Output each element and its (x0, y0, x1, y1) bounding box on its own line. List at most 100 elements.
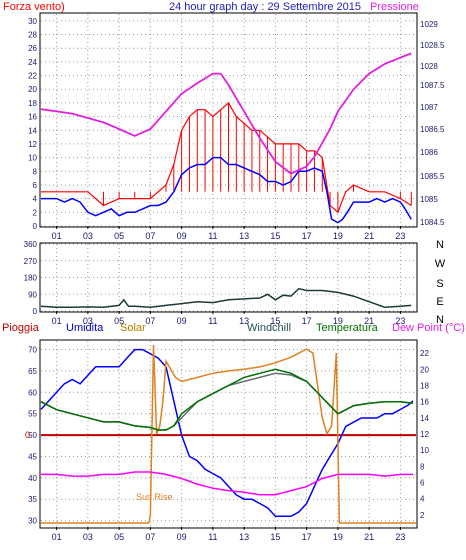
right-tick-label: 1085.5 (420, 172, 445, 181)
panel1-right-ticks: 1084.5 1085 1085.5 1086 1086.5 1087 1087.5 1028… (420, 20, 445, 227)
y-tick-label: 8 (33, 167, 38, 176)
y-tick-label: 24 (28, 58, 37, 67)
x-tick-label: 15 (270, 532, 280, 542)
right-tick-label: 18 (420, 381, 429, 390)
x-tick-label: 01 (52, 231, 62, 241)
legend-label: Dew Point (°C) (392, 322, 465, 334)
right-tick-label: 16 (420, 398, 429, 407)
x-tick-label: 07 (145, 532, 155, 542)
y-tick-label: 360 (24, 240, 38, 249)
right-tick-label: 12 (420, 430, 429, 439)
x-tick-label: 05 (114, 532, 124, 542)
direction-label: S (436, 278, 443, 290)
x-tick-label: 23 (395, 316, 405, 326)
x-tick-label: 03 (83, 532, 93, 542)
y-tick-label: 0 (33, 222, 38, 231)
x-tick-label: 15 (270, 316, 280, 326)
legend-label: Windchill (247, 322, 291, 334)
x-tick-label: 01 (52, 532, 62, 542)
x-tick-label: 17 (302, 532, 312, 542)
y-tick-label: 30 (28, 517, 37, 526)
right-tick-label: 20 (420, 365, 429, 374)
x-tick-label: 13 (239, 231, 249, 241)
series-line-vento-medio (41, 156, 412, 224)
y-tick-label: 18 (28, 99, 37, 108)
y-tick-label: 70 (28, 346, 37, 355)
legend-label: Umidita (66, 322, 104, 334)
series-line-solar (41, 344, 416, 524)
panel2-y-ticks: 0 90 180 270 360 (24, 240, 38, 316)
chart-title: 24 hour graph day : 29 Settembre 2015 (169, 1, 361, 13)
panel3-legend: Pioggia Umidita Solar Windchill Temperatura D… (2, 322, 465, 334)
pressure-axis-label: Pressione (370, 1, 419, 13)
x-tick-label: 23 (395, 532, 405, 542)
x-tick-label: 05 (114, 231, 124, 241)
panel3-frame (39, 339, 418, 529)
y-tick-label: 12 (28, 140, 37, 149)
x-tick-label: 21 (364, 231, 374, 241)
right-tick-label: 1029 (420, 20, 438, 29)
series-line-temperatura (40, 368, 413, 431)
right-tick-label: 10 (420, 446, 429, 455)
y-tick-label: 50 (28, 431, 37, 440)
series-line-direzione-vento (40, 287, 412, 309)
y-tick-label: 180 (24, 274, 38, 283)
y-tick-label: 20 (28, 85, 37, 94)
y-tick-label: 10 (28, 154, 37, 163)
x-tick-label: 11 (208, 532, 217, 542)
panel1-series (40, 52, 412, 224)
right-tick-label: 1084.5 (420, 218, 445, 227)
y-tick-label: 45 (28, 452, 37, 461)
series-line-pressione (40, 52, 412, 175)
y-tick-label: 65 (28, 367, 37, 376)
y-tick-label: 16 (28, 113, 37, 122)
x-tick-label: 17 (302, 316, 312, 326)
x-tick-label: 13 (239, 532, 249, 542)
x-tick-label: 07 (145, 231, 155, 241)
series-line-dew-point-c (41, 471, 413, 496)
y-tick-label: 14 (28, 126, 37, 135)
x-tick-label: 19 (333, 231, 343, 241)
y-tick-label: 35 (28, 495, 37, 504)
x-tick-label: 17 (302, 231, 312, 241)
rain-zero-label: 0 (25, 430, 30, 440)
panel2-x-ticks: 01 03 05 07 09 11 13 15 17 19 21 23 (52, 311, 405, 326)
x-tick-label: 01 (52, 316, 62, 326)
panel2-series (40, 287, 412, 309)
series-line-umidita (40, 348, 414, 518)
direction-label: N (436, 239, 444, 251)
x-tick-label: 21 (364, 316, 374, 326)
panel3-right-ticks: 2 4 6 8 10 12 14 16 18 20 22 (420, 349, 429, 520)
right-tick-label: 1028.5 (420, 41, 445, 50)
y-tick-label: 22 (28, 72, 37, 81)
x-tick-label: 11 (208, 316, 217, 326)
x-tick-label: 09 (177, 532, 187, 542)
y-tick-label: 4 (33, 195, 38, 204)
x-tick-label: 21 (364, 532, 374, 542)
right-tick-label: 1086.5 (420, 125, 445, 134)
y-tick-label: 90 (28, 290, 37, 299)
x-tick-label: 03 (83, 231, 93, 241)
y-tick-label: 60 (28, 388, 37, 397)
panel3-y-ticks: 30 35 40 45 50 55 60 65 70 (28, 346, 37, 526)
right-tick-label: 22 (420, 349, 429, 358)
right-tick-label: 2 (420, 511, 425, 520)
y-tick-label: 30 (28, 17, 37, 26)
right-tick-label: 1087 (420, 103, 438, 112)
x-tick-label: 05 (114, 316, 124, 326)
panel2-grid (41, 243, 416, 312)
x-tick-label: 03 (83, 316, 93, 326)
direction-label: W (435, 258, 446, 270)
panel2-frame (39, 242, 418, 313)
y-tick-label: 6 (33, 181, 38, 190)
x-tick-label: 11 (208, 231, 217, 241)
x-tick-label: 13 (239, 316, 249, 326)
right-tick-label: 1028 (420, 62, 438, 71)
right-tick-label: 8 (420, 462, 425, 471)
panel3-x-ticks: 01 03 05 07 09 11 13 15 17 19 21 23 (52, 527, 405, 542)
sunrise-label: Sun Rise (136, 492, 173, 502)
